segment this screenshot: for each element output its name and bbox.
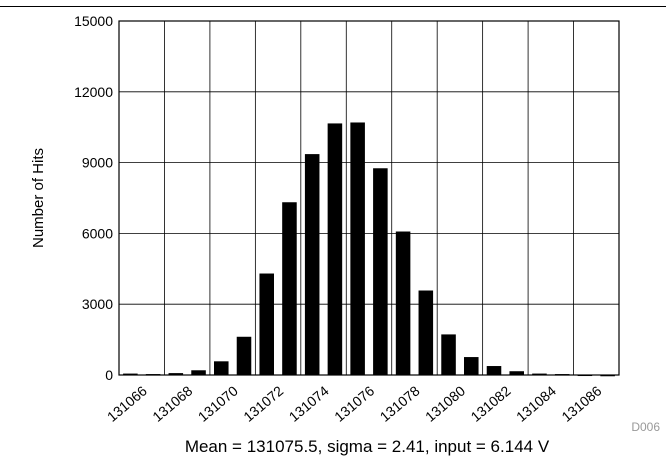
x-tick-labels: 131066 131068 131070 131072 131074 131076 1310… — [104, 382, 605, 424]
bar-131079 — [418, 290, 434, 375]
x-tick-label: 131074 — [286, 382, 332, 424]
x-tick-label: 131066 — [104, 382, 150, 424]
y-tick-labels: 0 3000 6000 9000 12000 15000 — [74, 13, 113, 383]
bar-131069 — [191, 370, 206, 375]
y-tick-label: 15000 — [74, 13, 113, 29]
x-tick-label: 131078 — [377, 382, 423, 424]
x-tick-label: 131082 — [468, 382, 514, 424]
x-tick-label: 131072 — [240, 382, 286, 424]
bar-131071 — [236, 336, 252, 375]
x-tick-label: 131084 — [513, 382, 559, 424]
chart-caption: Mean = 131075.5, sigma = 2.41, input = 6… — [185, 437, 550, 456]
y-tick-label: 12000 — [74, 84, 113, 100]
bar-131081 — [464, 357, 479, 375]
plot-frame — [118, 20, 620, 376]
x-tick-label: 131068 — [149, 382, 195, 424]
y-tick-label: 0 — [105, 367, 113, 383]
y-tick-label: 9000 — [82, 155, 113, 171]
x-tick-label: 131070 — [195, 382, 241, 424]
grid-lines — [119, 21, 619, 375]
bar-131078 — [395, 231, 411, 375]
bars — [123, 122, 615, 377]
bar-131084 — [532, 373, 547, 376]
bar-131066 — [123, 373, 138, 376]
bar-131070 — [214, 361, 229, 375]
figure-id: D006 — [631, 420, 660, 434]
bar-131083 — [509, 371, 524, 375]
bar-131073 — [282, 202, 297, 375]
y-tick-label: 3000 — [82, 296, 113, 312]
bar-131077 — [373, 168, 388, 375]
page-top-rule — [0, 6, 666, 7]
bar-131076 — [350, 122, 365, 375]
bar-131068 — [168, 373, 184, 375]
bar-131074 — [304, 154, 320, 375]
bar-131072 — [259, 273, 274, 375]
bar-131080 — [441, 334, 456, 375]
y-axis-label: Number of Hits — [30, 148, 47, 248]
x-tick-label: 131080 — [422, 382, 468, 424]
x-tick-label: 131086 — [558, 382, 604, 424]
y-tick-label: 6000 — [82, 225, 113, 241]
bar-131075 — [327, 123, 343, 375]
x-tick-label: 131076 — [331, 382, 377, 424]
bar-131082 — [486, 366, 502, 375]
